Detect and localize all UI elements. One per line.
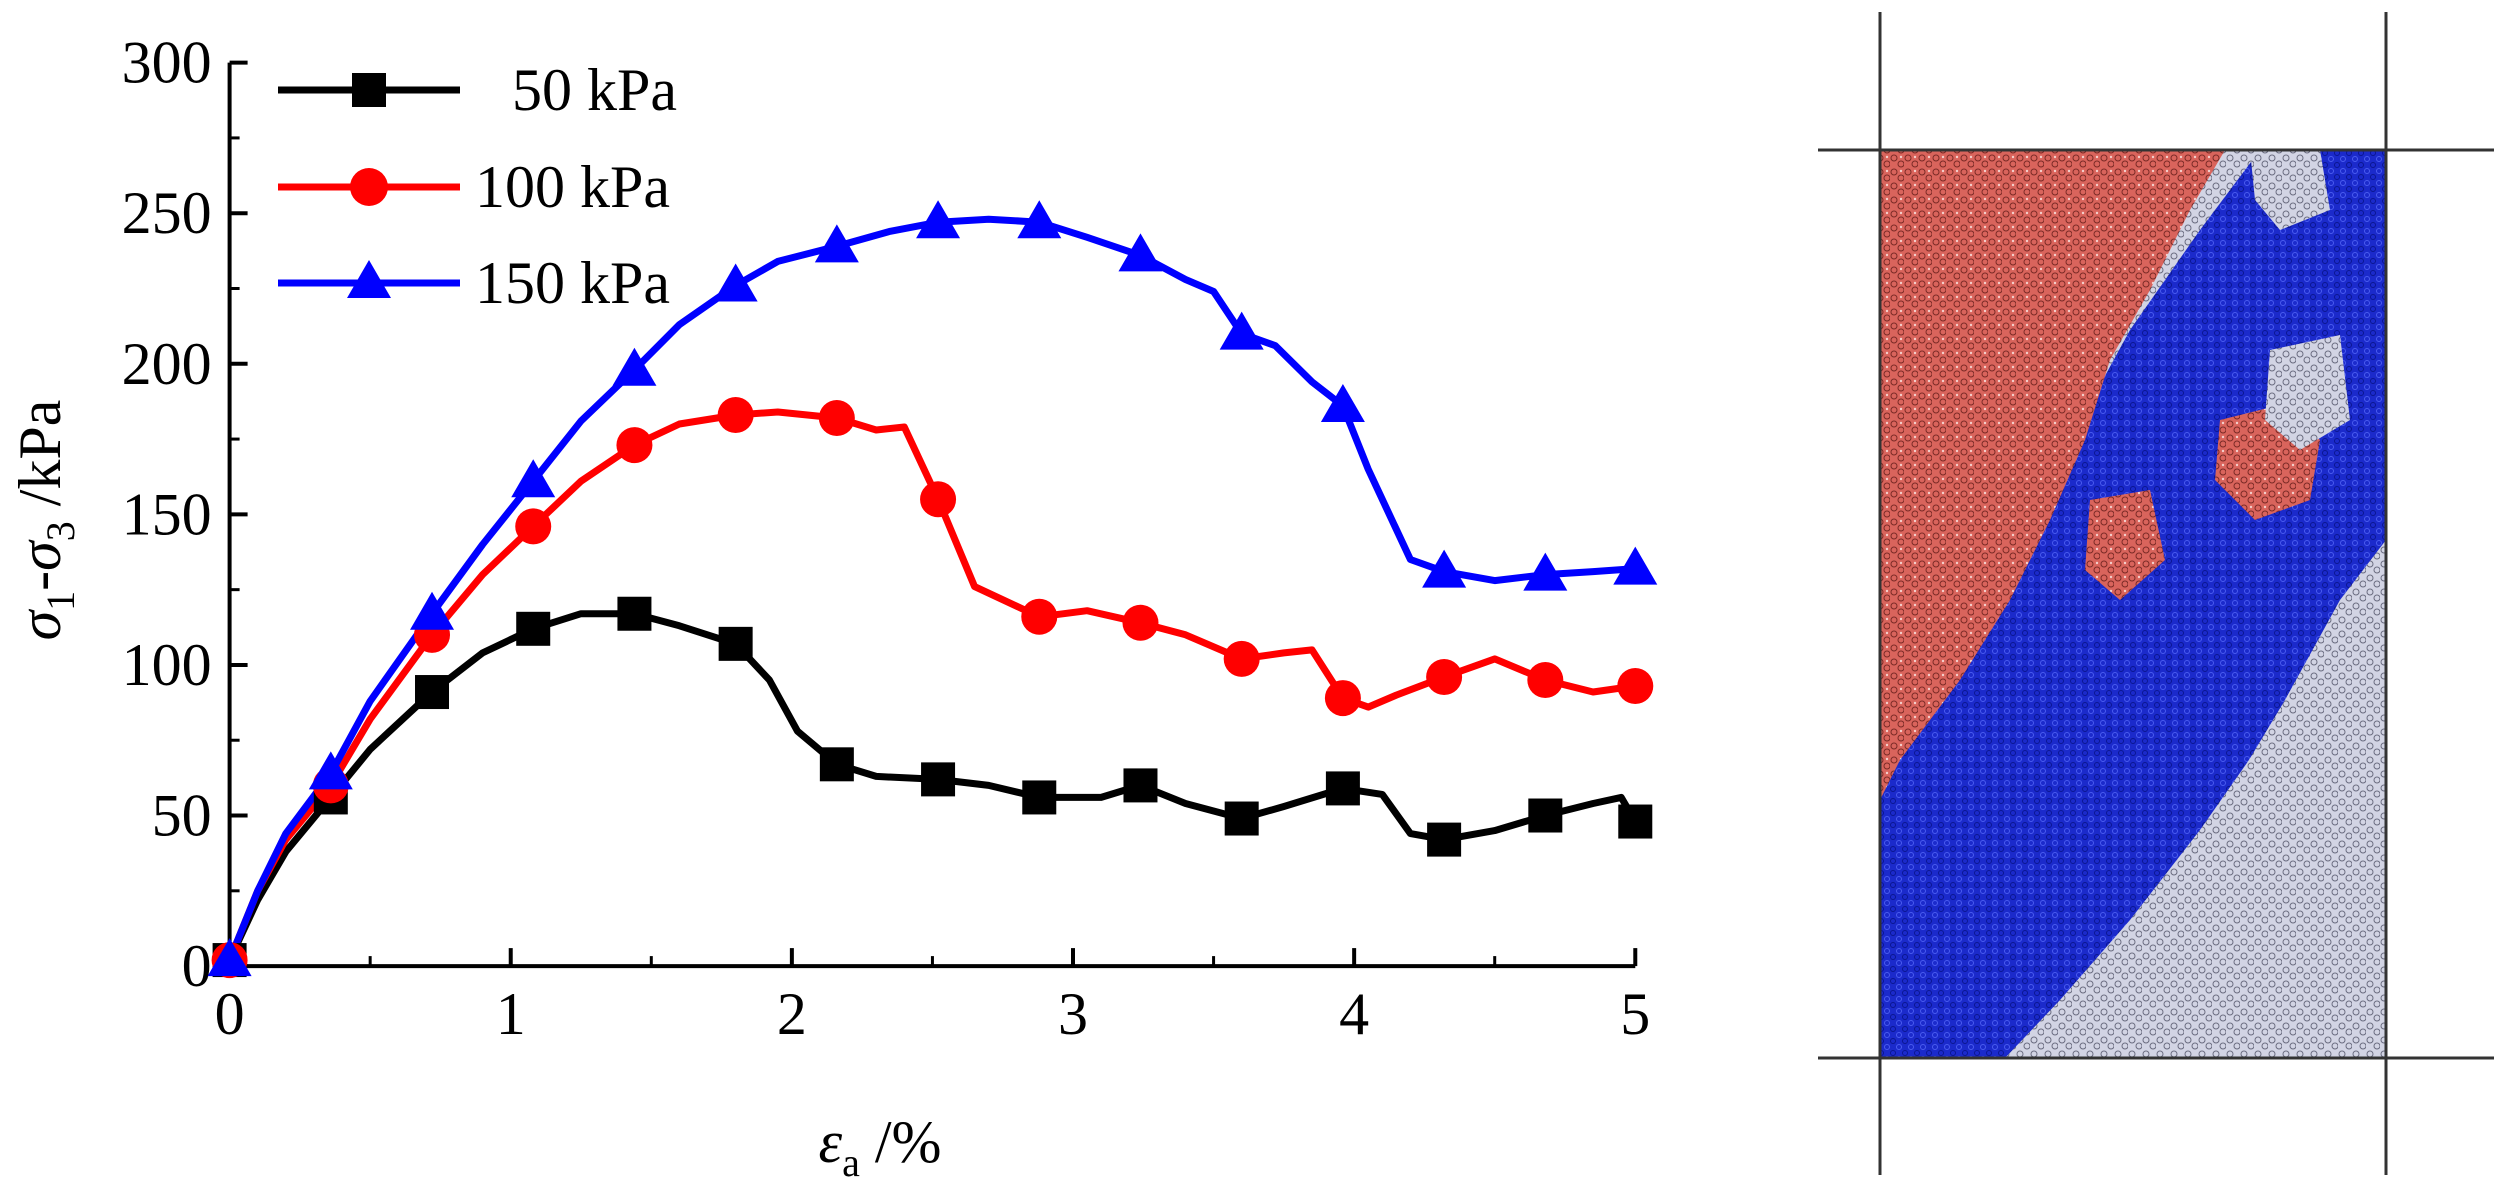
data-point-square [921, 762, 956, 797]
marker-layer [207, 200, 1658, 979]
specimen-red-patch-small [2085, 490, 2165, 600]
data-point-triangle [1219, 311, 1264, 350]
y-tick-label: 50 [152, 783, 212, 849]
legend-label-100kpa: 100 kPa [475, 154, 670, 220]
legend-marker-circle [350, 168, 388, 206]
data-point-circle [1223, 640, 1260, 677]
legend-entry-150kpa: 150 kPa [278, 250, 670, 316]
specimen-shear-band [1880, 150, 2386, 1058]
series-layer [226, 215, 1639, 962]
data-point-circle [1122, 604, 1159, 641]
y-axis-title: σ1-σ3 /kPa [7, 400, 83, 641]
data-point-square [617, 596, 652, 631]
data-point-triangle [511, 459, 556, 498]
data-point-triangle [713, 263, 758, 302]
y-tick-label: 100 [122, 632, 212, 698]
data-point-triangle [1118, 233, 1163, 272]
data-point-triangle [308, 751, 353, 790]
data-point-triangle [1017, 200, 1062, 239]
legend-marker-square [352, 73, 386, 107]
data-point-square [718, 626, 753, 661]
data-point-circle [717, 396, 754, 433]
data-point-triangle [1523, 552, 1568, 591]
y-tick-label: 150 [122, 481, 212, 547]
x-tick-label: 2 [777, 981, 807, 1047]
data-point-square [1022, 780, 1057, 815]
data-point-circle [818, 399, 855, 436]
data-point-square [1618, 804, 1653, 839]
legend-marker-triangle [347, 260, 391, 298]
x-tick-label: 0 [215, 981, 245, 1047]
specimen-gray-patch-top [2250, 150, 2330, 230]
legend: 50 kPa 100 kPa 150 kPa [278, 57, 677, 316]
x-tick-label: 3 [1058, 981, 1088, 1047]
y-tick-label: 300 [122, 30, 212, 96]
legend-label-150kpa: 150 kPa [475, 250, 670, 316]
data-point-square [819, 747, 854, 782]
x-tick-label: 5 [1620, 981, 1650, 1047]
data-point-square [1528, 798, 1563, 833]
data-point-triangle [1320, 383, 1365, 422]
x-tick-label: 4 [1339, 981, 1369, 1047]
data-point-triangle [612, 347, 657, 386]
data-point-circle [1527, 661, 1564, 698]
data-point-square [516, 611, 551, 646]
legend-entry-50kpa: 50 kPa [278, 57, 677, 123]
x-tick-label: 1 [496, 981, 526, 1047]
y-tick-label: 200 [122, 331, 212, 397]
data-point-triangle [1422, 549, 1467, 588]
data-point-circle [920, 481, 957, 518]
series-line-150kpa [226, 215, 1636, 962]
data-point-triangle [207, 938, 252, 977]
data-point-circle [1617, 668, 1654, 705]
y-tick-label: 0 [182, 933, 212, 999]
data-point-circle [515, 508, 552, 545]
data-point-square [1123, 768, 1158, 803]
data-point-triangle [1613, 546, 1658, 585]
y-tick-label: 250 [122, 180, 212, 246]
data-point-circle [616, 427, 653, 464]
specimen-lower-gray [2005, 560, 2386, 1058]
data-point-square [1224, 801, 1259, 836]
specimen-particle-image [1818, 12, 2494, 1175]
data-point-circle [1021, 598, 1058, 635]
data-point-square [1325, 771, 1360, 806]
data-point-square [1427, 822, 1462, 857]
x-axis-title: εa /% [818, 1109, 941, 1185]
data-point-triangle [814, 224, 859, 263]
data-point-triangle [410, 591, 455, 630]
legend-entry-100kpa: 100 kPa [278, 154, 670, 220]
data-point-square [415, 675, 450, 710]
specimen-red-region [1880, 150, 2225, 800]
data-point-circle [1426, 658, 1463, 695]
data-point-triangle [916, 200, 961, 239]
legend-label-50kpa: 50 kPa [512, 57, 677, 123]
data-point-circle [1324, 680, 1361, 717]
specimen-gray-patch [2265, 335, 2350, 450]
